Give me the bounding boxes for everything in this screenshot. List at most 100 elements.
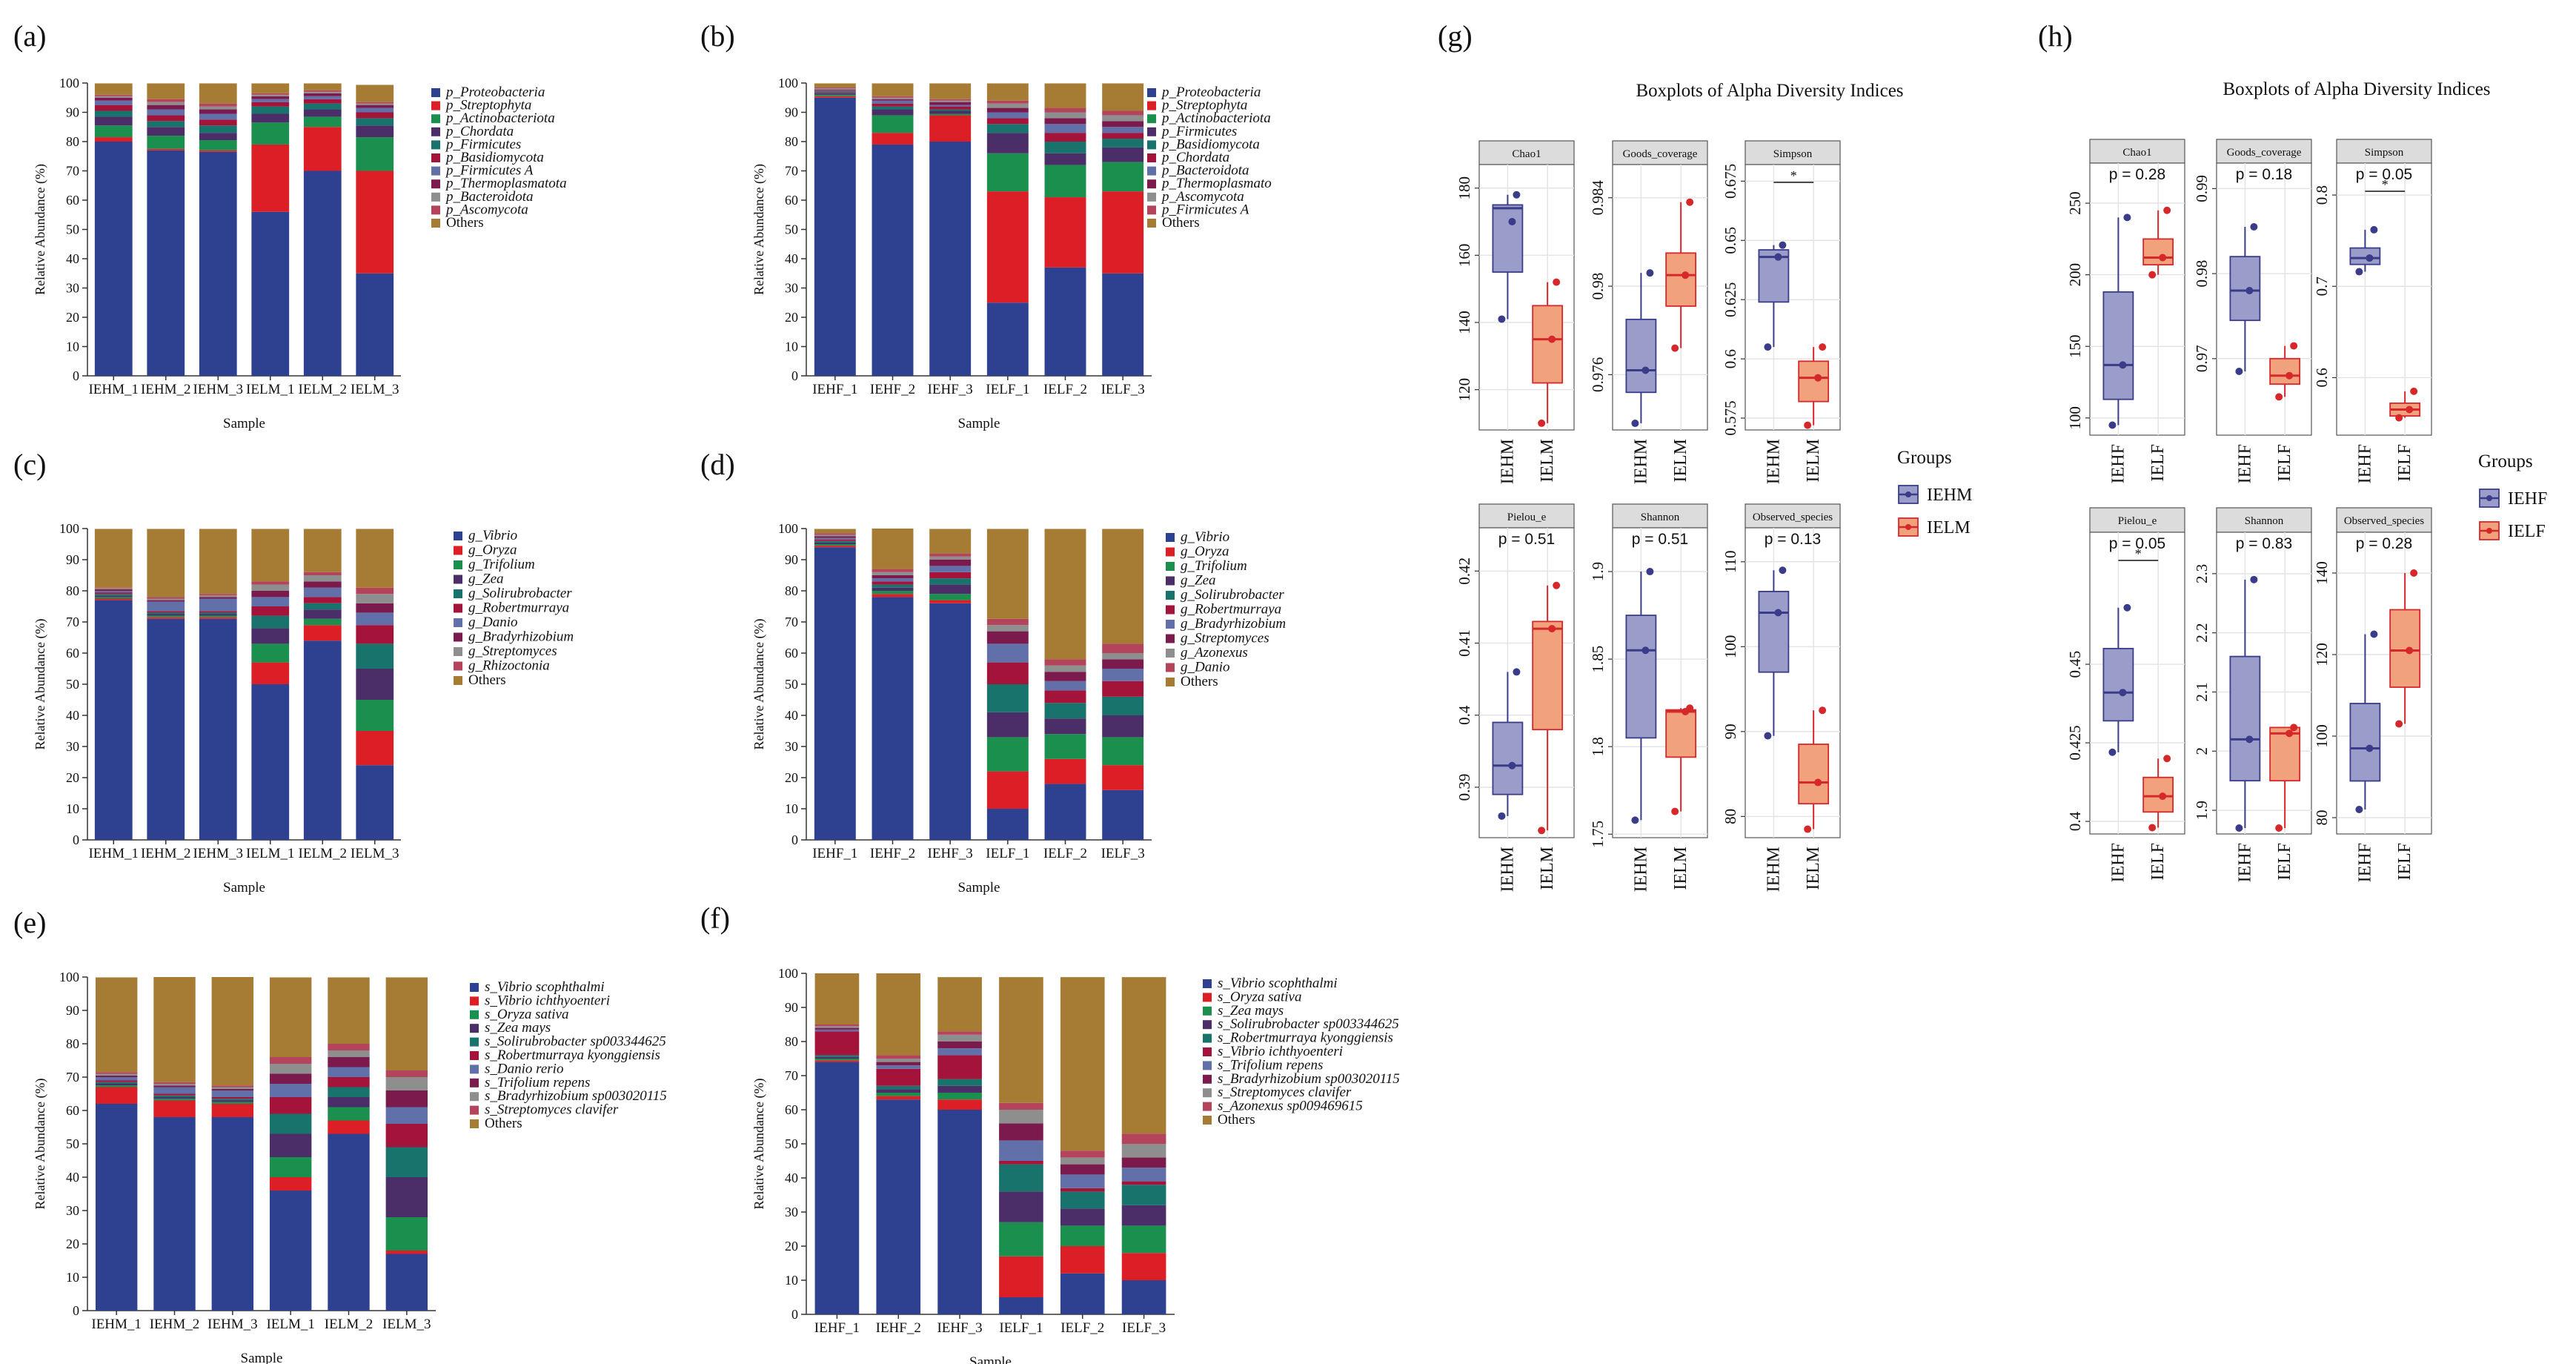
bar-segment bbox=[876, 1093, 921, 1096]
bar-segment bbox=[251, 122, 290, 145]
data-point bbox=[2250, 223, 2258, 231]
bar-segment bbox=[356, 625, 394, 644]
bar-segment bbox=[1102, 669, 1144, 681]
bar-segment bbox=[199, 83, 237, 104]
bar-segment bbox=[269, 1064, 312, 1074]
y-tick-label: 70 bbox=[66, 615, 79, 629]
bar-segment bbox=[251, 597, 290, 606]
y-tick-label: 30 bbox=[785, 1205, 798, 1219]
bar-segment bbox=[211, 1090, 254, 1097]
x-axis-title: Sample bbox=[223, 880, 265, 895]
legend-entry: s_Vibrio scophthalmi bbox=[485, 979, 605, 995]
x-tick-label: IELM bbox=[1804, 439, 1823, 483]
legend-entry: s_Oryza sativa bbox=[485, 1007, 568, 1022]
y-tick-label: 80 bbox=[66, 583, 79, 598]
y-tick-label: 40 bbox=[785, 708, 798, 723]
x-tick-label: IEHM_2 bbox=[141, 846, 191, 861]
legend-swatch bbox=[470, 1024, 479, 1033]
bar-segment bbox=[94, 600, 133, 840]
bar-segment bbox=[1060, 1174, 1105, 1188]
x-tick-label: IEHF bbox=[2108, 843, 2128, 882]
bar-segment bbox=[1121, 1133, 1166, 1144]
bar-segment bbox=[814, 546, 856, 548]
data-point bbox=[2148, 271, 2157, 279]
bar-segment bbox=[269, 1133, 312, 1157]
y-tick-label: 2.3 bbox=[2193, 564, 2211, 583]
x-tick-label: IELM_3 bbox=[351, 382, 399, 397]
bar-segment bbox=[937, 1031, 982, 1035]
y-tick-label: 160 bbox=[1455, 244, 1473, 268]
bar-segment bbox=[1060, 1164, 1105, 1175]
legend-entry: g_Vibrio bbox=[468, 528, 517, 543]
legend-entry: s_Oryza sativa bbox=[1218, 989, 1301, 1004]
x-axis-title: Sample bbox=[969, 1354, 1012, 1364]
bar-segment bbox=[147, 597, 185, 599]
y-tick-label: 120 bbox=[2313, 643, 2331, 666]
data-point bbox=[2285, 371, 2294, 380]
legend-swatch bbox=[431, 179, 440, 189]
facet-strip bbox=[1745, 503, 1841, 529]
y-tick-label: 0.575 bbox=[1722, 400, 1739, 435]
bar-segment bbox=[872, 115, 914, 133]
bar-segment bbox=[147, 102, 185, 105]
bar-segment bbox=[937, 1048, 982, 1056]
legend-entry: p_Proteobacteria bbox=[1161, 85, 1261, 100]
box bbox=[1798, 360, 1830, 403]
x-tick-label: IEHM bbox=[1631, 847, 1650, 892]
y-tick-label: 10 bbox=[66, 1270, 79, 1285]
x-tick-label: IELF_1 bbox=[986, 382, 1029, 397]
bar-segment bbox=[872, 106, 914, 110]
bar-segment bbox=[1102, 110, 1144, 116]
y-tick-label: 100 bbox=[59, 521, 79, 536]
y-tick-label: 200 bbox=[2066, 263, 2084, 287]
bar-segment bbox=[872, 575, 914, 579]
bar-segment bbox=[814, 540, 856, 543]
box bbox=[1798, 744, 1830, 805]
legend-entry: s_Trifolium repens bbox=[1218, 1057, 1323, 1073]
bar-segment bbox=[937, 1110, 982, 1314]
y-axis-title: Relative Abundance (%) bbox=[33, 619, 48, 750]
bar-segment bbox=[199, 597, 237, 599]
bar-segment bbox=[929, 113, 972, 116]
legend-key-point bbox=[1905, 491, 1911, 497]
bar-segment bbox=[1044, 133, 1086, 142]
bar-segment bbox=[328, 1067, 370, 1077]
facet-label: Observed_species bbox=[2344, 515, 2424, 527]
legend-entry: s_Danio rerio bbox=[485, 1061, 563, 1076]
y-tick-label: 100 bbox=[778, 966, 798, 981]
x-tick-label: IELM bbox=[1671, 847, 1690, 890]
bar-segment bbox=[385, 1147, 428, 1177]
y-tick-label: 40 bbox=[66, 1170, 79, 1185]
y-tick-label: 0.7 bbox=[2313, 277, 2331, 296]
x-tick-label: IEHF_1 bbox=[812, 382, 857, 397]
x-tick-label: IEHF_2 bbox=[876, 1320, 921, 1336]
data-point bbox=[1548, 335, 1556, 343]
bar-segment bbox=[199, 614, 237, 616]
y-tick-label: 70 bbox=[785, 1068, 798, 1083]
legend-entry: Others bbox=[1162, 215, 1200, 231]
bar-segment bbox=[385, 977, 428, 1070]
facet-label: Shannon bbox=[1641, 512, 1680, 523]
bar-segment bbox=[269, 1157, 312, 1177]
facet-label: Chao1 bbox=[2122, 147, 2151, 159]
y-tick-label: 90 bbox=[66, 105, 79, 120]
bar-segment bbox=[1044, 83, 1086, 108]
x-tick-label: IEHF bbox=[2108, 444, 2128, 483]
bar-segment bbox=[1044, 718, 1086, 735]
y-tick-label: 50 bbox=[66, 222, 79, 237]
y-tick-label: 0.39 bbox=[1455, 774, 1473, 801]
bar-segment bbox=[872, 591, 914, 595]
data-point bbox=[2119, 689, 2127, 697]
bar-segment bbox=[1102, 115, 1144, 122]
bar-segment bbox=[303, 587, 342, 597]
bar-segment bbox=[999, 1161, 1043, 1165]
y-tick-label: 0 bbox=[73, 368, 79, 383]
bar-segment bbox=[872, 99, 914, 101]
legend-entry: p_Bacteroidota bbox=[1161, 163, 1249, 179]
bar-segment bbox=[814, 1029, 860, 1032]
bar-segment bbox=[147, 617, 185, 619]
y-tick-label: 40 bbox=[785, 1171, 798, 1185]
bar-segment bbox=[814, 533, 856, 535]
legend-swatch bbox=[454, 676, 462, 685]
bar-segment bbox=[986, 103, 1029, 108]
